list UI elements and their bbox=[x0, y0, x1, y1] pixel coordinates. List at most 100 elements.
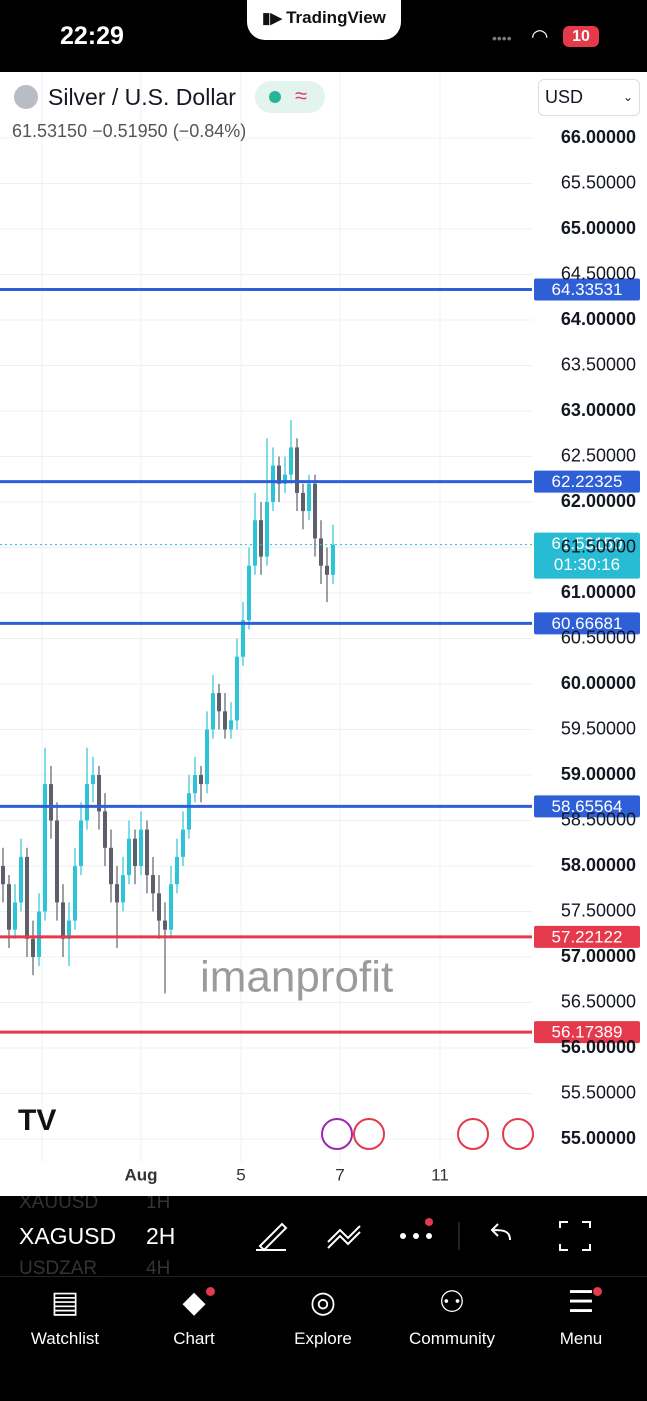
interval-option[interactable]: 4H bbox=[146, 1258, 171, 1276]
undo-icon[interactable] bbox=[490, 1223, 511, 1241]
price-tick-label: 60.50000 bbox=[561, 627, 636, 647]
nav-icon: ◆ bbox=[134, 1283, 254, 1323]
tv-logo: TV bbox=[18, 1104, 56, 1137]
price-tick-label: 62.50000 bbox=[561, 445, 636, 465]
price-tick-label: 56.50000 bbox=[561, 991, 636, 1011]
currency-select[interactable]: USD ⌄ bbox=[538, 79, 640, 116]
price-tick-label: 65.00000 bbox=[561, 218, 636, 238]
price-tick-label: 58.00000 bbox=[561, 855, 636, 875]
candle-body bbox=[61, 902, 65, 939]
price-tick-label: 63.00000 bbox=[561, 400, 636, 420]
level-tag bbox=[534, 278, 640, 301]
candle-body bbox=[37, 911, 41, 957]
level-label: 57.22122 bbox=[552, 927, 623, 946]
candle-body bbox=[97, 775, 101, 812]
price-tick-label: 66.00000 bbox=[561, 127, 636, 147]
level-tag bbox=[534, 470, 640, 493]
symbol-option[interactable]: XAUUSD bbox=[19, 1196, 99, 1213]
last-price-tag bbox=[534, 532, 640, 579]
candle-body bbox=[307, 483, 311, 512]
price-tick-label: 59.00000 bbox=[561, 764, 636, 784]
x-tick-label: 7 bbox=[335, 1165, 344, 1184]
candle-body bbox=[85, 784, 89, 821]
status-bar: 22:29 ▮▶ TradingView •••• ◠ 10 bbox=[0, 0, 647, 72]
price-tick-label: 56.00000 bbox=[561, 1037, 636, 1057]
candle-body bbox=[325, 565, 329, 575]
nav-item[interactable]: ◎ Explore bbox=[263, 1283, 383, 1349]
nav-label: Menu bbox=[559, 1329, 603, 1348]
draw-icon[interactable] bbox=[256, 1222, 288, 1252]
candle-body bbox=[271, 465, 275, 502]
level-label: 64.33531 bbox=[552, 280, 623, 299]
toolbar-icons bbox=[256, 1218, 591, 1252]
nav-item[interactable]: ☰ Menu bbox=[521, 1283, 641, 1349]
change: −0.51950 bbox=[92, 121, 168, 141]
candle-body bbox=[187, 793, 191, 830]
candle-body bbox=[91, 775, 95, 785]
nav-icon: ⚇ bbox=[438, 1286, 466, 1319]
nav-label: Watchlist bbox=[30, 1329, 100, 1348]
candle-body bbox=[265, 502, 269, 557]
symbol-logo bbox=[14, 85, 38, 109]
nav-item[interactable]: ◆ Chart bbox=[134, 1283, 254, 1349]
candle-body bbox=[253, 520, 257, 566]
price-tick-label: 64.50000 bbox=[561, 263, 636, 283]
candle-body bbox=[19, 856, 23, 903]
nav-icon: ◎ bbox=[309, 1286, 337, 1319]
price-tick-label: 55.50000 bbox=[561, 1082, 636, 1102]
price-tick-label: 60.00000 bbox=[561, 673, 636, 693]
candle-body bbox=[223, 711, 227, 730]
candle-body bbox=[103, 811, 107, 848]
candle-body bbox=[283, 474, 287, 484]
battery: 10 bbox=[563, 26, 599, 47]
price-tick-label: 62.00000 bbox=[561, 491, 636, 511]
level-label: 58.65564 bbox=[552, 797, 623, 816]
candle-body bbox=[295, 447, 299, 493]
interval-current[interactable]: 2H bbox=[146, 1223, 176, 1249]
candle-body bbox=[289, 447, 293, 475]
candle-body bbox=[181, 829, 185, 857]
candle-body bbox=[235, 656, 239, 721]
nav-item[interactable]: ▤ Watchlist bbox=[5, 1283, 125, 1349]
bottom-nav: ▤ Watchlist ◆ Chart ◎ Explore ⚇ Community ☰ Menu bbox=[0, 1276, 647, 1401]
candle-body bbox=[133, 838, 137, 866]
candle-body bbox=[163, 920, 167, 930]
clock: 22:29 bbox=[60, 22, 124, 50]
last-price-label: 61.53150 bbox=[552, 534, 623, 553]
candle-body bbox=[175, 856, 179, 885]
candle-body bbox=[319, 538, 323, 566]
candle-body bbox=[193, 775, 197, 794]
watermark: imanprofit bbox=[200, 953, 393, 1002]
price-tick-label: 57.00000 bbox=[561, 946, 636, 966]
candle-body bbox=[109, 847, 113, 885]
symbol-current[interactable]: XAGUSD bbox=[19, 1223, 117, 1249]
symbol[interactable]: Silver / U.S. Dollar bbox=[48, 84, 236, 110]
chart: imanprofit 64.33531 62.22325 60.66681 58.65… bbox=[0, 72, 647, 1196]
price-tick-label: 55.00000 bbox=[561, 1128, 636, 1148]
status-pill[interactable]: ≈ bbox=[255, 81, 325, 113]
candle-body bbox=[205, 729, 209, 785]
interval-option[interactable]: 1H bbox=[146, 1196, 171, 1213]
toolbar: XAUUSD XAGUSD USDZAR 1H 2H 4H bbox=[0, 1196, 647, 1276]
candle-body bbox=[7, 884, 11, 930]
brand: ▮▶ TradingView bbox=[247, 0, 401, 40]
symbol-option[interactable]: USDZAR bbox=[19, 1258, 98, 1276]
trend-icon[interactable] bbox=[327, 1225, 361, 1249]
price-tick-label: 61.50000 bbox=[561, 536, 636, 556]
currency: USD bbox=[545, 87, 584, 107]
candle-body bbox=[313, 483, 317, 539]
more-icon[interactable] bbox=[400, 1218, 433, 1239]
last-price: 61.53150 bbox=[12, 121, 88, 141]
candle-body bbox=[145, 829, 149, 876]
event-icon bbox=[457, 1118, 489, 1150]
candle-body bbox=[259, 520, 263, 557]
fullscreen-icon[interactable] bbox=[559, 1221, 591, 1251]
candle-body bbox=[73, 866, 77, 921]
candle-body bbox=[211, 693, 215, 730]
price-tick-label: 63.50000 bbox=[561, 354, 636, 374]
candle-body bbox=[115, 884, 119, 903]
nav-item[interactable]: ⚇ Community bbox=[392, 1283, 512, 1349]
level-tag bbox=[534, 795, 640, 818]
candle-body bbox=[217, 693, 221, 712]
